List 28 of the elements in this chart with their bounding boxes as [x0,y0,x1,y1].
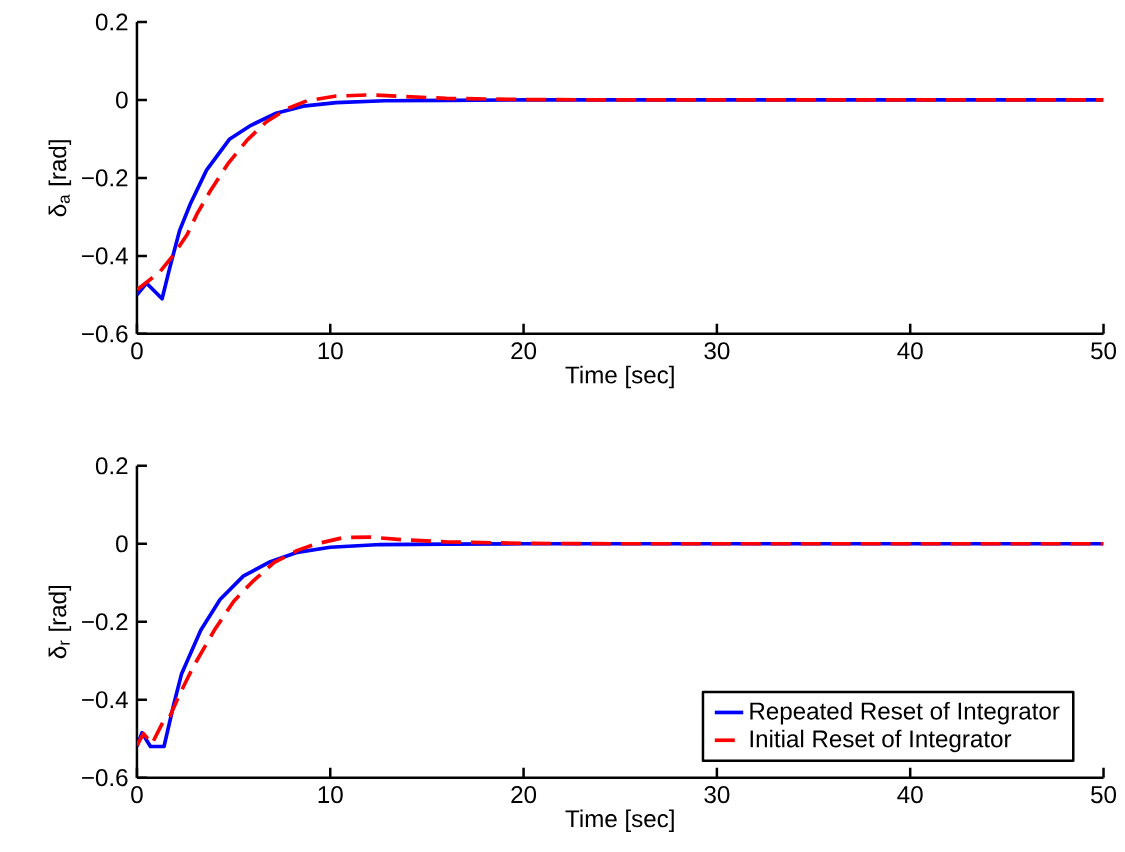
x-tick-label: 40 [897,786,923,804]
x-tick-label: 50 [1091,786,1116,804]
legend-label: Repeated Reset of Integrator [750,702,1060,725]
x-tick-label: 50 [1091,342,1116,360]
y-tick-label: −0.2 [82,613,128,631]
y-tick-label: −0.4 [82,691,128,709]
y-tick-label: −0.6 [82,769,128,787]
y-tick-label: 0 [116,91,128,109]
x-tick-label: 30 [704,786,730,804]
y-tick-label: 0.2 [95,457,128,475]
y-axis-title: δ$_{a}$ [rad] [48,140,72,217]
x-tick-label: 30 [704,342,730,360]
x-tick-label: 0 [131,786,143,804]
x-tick-label: 0 [131,342,143,360]
y-tick-label: −0.6 [82,325,128,343]
x-axis-title: Time [sec] [565,365,674,389]
y-axis-title: δ$_{r}$ [rad] [48,586,72,659]
y-tick-label: −0.4 [82,247,128,265]
x-tick-label: 20 [511,786,537,804]
legend-label: Initial Reset of Integrator [750,729,1012,753]
x-tick-label: 10 [318,786,343,804]
x-tick-label: 40 [897,342,923,360]
y-tick-label: 0 [116,535,128,553]
x-tick-label: 20 [511,342,537,360]
x-axis-title: Time [sec] [565,809,674,833]
y-tick-label: −0.2 [82,169,128,187]
x-tick-label: 10 [318,342,343,360]
y-tick-label: 0.2 [95,13,128,31]
